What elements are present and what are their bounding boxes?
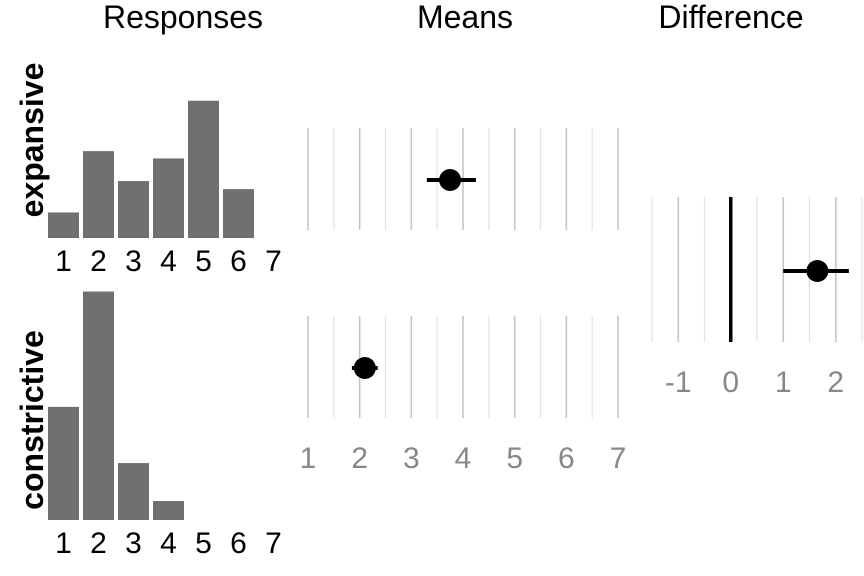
tick-label-means-7: 7 (610, 442, 627, 475)
bar-expansive-2 (83, 151, 114, 238)
title-responses: Responses (103, 0, 263, 35)
tick-label-constrictive-4: 4 (160, 527, 177, 560)
means-panel: 1 2 3 4 5 6 7 (300, 128, 627, 475)
tick-label-constrictive-3: 3 (125, 527, 142, 560)
tick-label-expansive-4: 4 (160, 245, 177, 278)
bar-expansive-1 (48, 212, 79, 238)
tick-label-means-1: 1 (300, 442, 317, 475)
bar-expansive-5 (188, 100, 219, 238)
tick-label-expansive-3: 3 (125, 245, 142, 278)
tick-label-constrictive-5: 5 (195, 527, 212, 560)
tick-label-expansive-2: 2 (90, 245, 107, 278)
bar-expansive-3 (118, 181, 149, 238)
row-label-expansive: expansive (14, 63, 50, 218)
tick-label-means-6: 6 (558, 442, 575, 475)
tick-label-means-4: 4 (455, 442, 472, 475)
tick-label-constrictive-1: 1 (55, 527, 72, 560)
tick-label-constrictive-6: 6 (230, 527, 247, 560)
bar-expansive-4 (153, 158, 184, 238)
tick-label-difference--1: -1 (665, 366, 692, 399)
row-label-constrictive: constrictive (14, 330, 50, 510)
tick-label-expansive-7: 7 (265, 245, 282, 278)
title-difference: Difference (658, 0, 803, 35)
tick-label-expansive-1: 1 (55, 245, 72, 278)
point-mean-constrictive (353, 357, 376, 379)
difference-panel: -1 0 1 2 (651, 197, 863, 399)
tick-label-difference-0: 0 (722, 366, 739, 399)
tick-label-expansive-6: 6 (230, 245, 247, 278)
tick-label-means-5: 5 (506, 442, 523, 475)
tick-label-means-2: 2 (351, 442, 368, 475)
tick-label-constrictive-2: 2 (90, 527, 107, 560)
tick-label-expansive-5: 5 (195, 245, 212, 278)
tick-label-difference-1: 1 (775, 366, 792, 399)
tick-label-means-3: 3 (403, 442, 420, 475)
bar-constrictive-1 (48, 406, 79, 520)
title-means: Means (417, 0, 513, 35)
bar-constrictive-2 (83, 291, 114, 520)
point-difference (806, 260, 829, 282)
bar-expansive-6 (223, 189, 254, 238)
tick-label-constrictive-7: 7 (265, 527, 282, 560)
tick-label-difference-2: 2 (827, 366, 844, 399)
bar-constrictive-4 (153, 501, 184, 520)
point-mean-expansive (439, 169, 462, 191)
bar-constrictive-3 (118, 463, 149, 520)
